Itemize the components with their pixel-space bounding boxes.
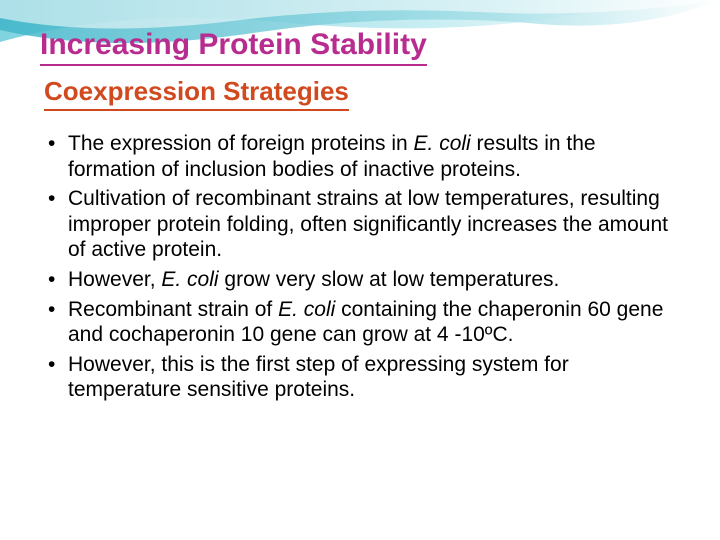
bullet-item: However, this is the first step of expre…	[46, 352, 680, 403]
bullet-item: Cultivation of recombinant strains at lo…	[46, 186, 680, 263]
slide-subtitle: Coexpression Strategies	[44, 76, 349, 111]
slide-content: Increasing Protein Stability Coexpressio…	[0, 0, 720, 403]
bullet-item: However, E. coli grow very slow at low t…	[46, 267, 680, 293]
bullet-item: The expression of foreign proteins in E.…	[46, 131, 680, 182]
slide-title: Increasing Protein Stability	[40, 28, 427, 66]
bullet-list: The expression of foreign proteins in E.…	[40, 131, 680, 403]
bullet-item: Recombinant strain of E. coli containing…	[46, 297, 680, 348]
